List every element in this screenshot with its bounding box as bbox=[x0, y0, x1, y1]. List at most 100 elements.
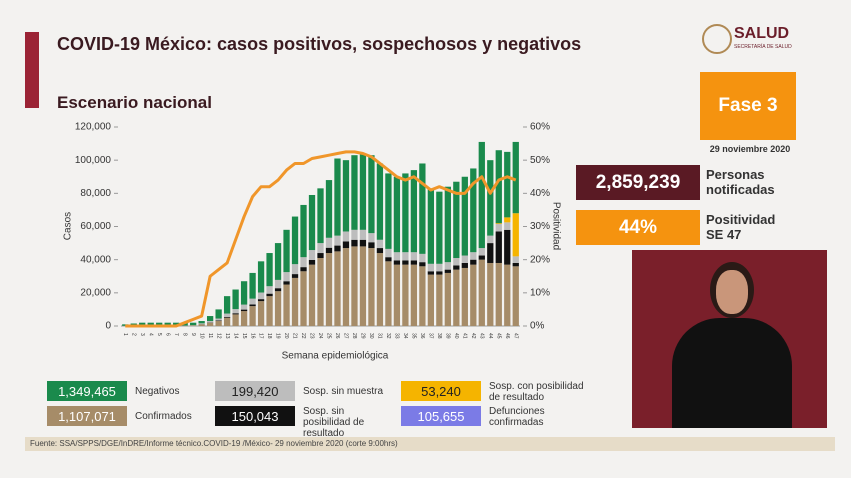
bar-segment bbox=[393, 264, 401, 326]
x-tick-label: 17 bbox=[258, 333, 264, 339]
legend-name: Sosp. sin muestra bbox=[303, 386, 384, 397]
y2-tick-label: 50% bbox=[530, 155, 550, 166]
bar-segment bbox=[223, 317, 231, 326]
bar-segment bbox=[317, 243, 324, 254]
bar-segment bbox=[504, 151, 511, 218]
bar-segment bbox=[325, 253, 333, 326]
x-axis-label: Semana epidemiológica bbox=[282, 351, 389, 362]
bar-segment bbox=[444, 186, 451, 263]
bar-segment bbox=[478, 141, 485, 249]
x-tick-label: 4 bbox=[147, 333, 153, 336]
bar-segment bbox=[436, 191, 443, 264]
bar-segment bbox=[215, 318, 222, 321]
legend-total: 199,420 bbox=[215, 381, 295, 401]
bar-segment bbox=[232, 314, 239, 326]
bar-segment bbox=[317, 253, 324, 259]
bar-segment bbox=[291, 264, 299, 275]
bar-segment bbox=[274, 279, 282, 289]
x-tick-label: 34 bbox=[402, 333, 408, 339]
x-tick-label: 18 bbox=[266, 333, 272, 339]
x-tick-label: 39 bbox=[445, 333, 451, 339]
bar-segment bbox=[368, 233, 375, 243]
bar-segment bbox=[249, 304, 256, 307]
x-tick-label: 3 bbox=[139, 333, 145, 336]
bar-segment bbox=[495, 223, 502, 225]
x-tick-label: 36 bbox=[419, 333, 425, 339]
x-tick-label: 42 bbox=[470, 333, 476, 339]
bar-segment bbox=[257, 261, 265, 293]
bar-segment bbox=[444, 269, 451, 273]
bar-segment bbox=[351, 239, 358, 247]
legend-name: Sosp. sin posibilidad de resultado bbox=[303, 406, 365, 439]
x-tick-label: 28 bbox=[351, 333, 357, 339]
x-tick-label: 2 bbox=[130, 333, 136, 336]
logo-text: SALUD bbox=[734, 25, 790, 42]
indicator-caption: Positividad SE 47 bbox=[706, 212, 776, 242]
bar-segment bbox=[249, 306, 256, 326]
x-tick-label: 20 bbox=[283, 333, 289, 339]
bar-segment bbox=[308, 259, 316, 265]
bar-segment bbox=[317, 188, 324, 244]
bar-segment bbox=[461, 267, 468, 326]
x-tick-label: 46 bbox=[504, 333, 510, 339]
bar-segment bbox=[274, 243, 282, 280]
bar-segment bbox=[376, 163, 384, 240]
x-tick-label: 23 bbox=[309, 333, 315, 339]
bar-segment bbox=[376, 239, 384, 249]
y2-axis-label: Positividad bbox=[550, 202, 561, 250]
bar-segment bbox=[240, 309, 248, 312]
deaths-name: Defunciones confirmadas bbox=[489, 406, 545, 428]
footer-band bbox=[25, 437, 835, 451]
bar-segment bbox=[410, 260, 418, 265]
bar-segment bbox=[359, 239, 367, 247]
bar-segment bbox=[512, 256, 519, 263]
y-tick-label: 0 bbox=[105, 321, 111, 332]
bar-segment bbox=[376, 253, 384, 326]
bar-segment bbox=[215, 321, 222, 326]
x-tick-label: 43 bbox=[478, 333, 484, 339]
bar-segment bbox=[478, 248, 485, 256]
bar-segment bbox=[393, 176, 401, 253]
bar-segment bbox=[232, 309, 239, 314]
bar-segment bbox=[266, 293, 273, 297]
bar-segment bbox=[419, 253, 426, 263]
bar-segment bbox=[504, 217, 511, 223]
bar-segment bbox=[453, 258, 460, 266]
bar-segment bbox=[487, 235, 494, 244]
subtitle: Escenario nacional bbox=[57, 93, 212, 112]
x-tick-label: 35 bbox=[411, 333, 417, 339]
y2-tick-label: 10% bbox=[530, 287, 550, 298]
bar-segment bbox=[223, 313, 231, 317]
bar-segment bbox=[470, 259, 477, 265]
legend-total: 150,043 bbox=[215, 406, 295, 426]
bar-segment bbox=[402, 252, 409, 261]
x-tick-label: 12 bbox=[215, 333, 221, 339]
x-tick-label: 13 bbox=[224, 333, 230, 339]
bar-segment bbox=[317, 258, 324, 326]
title: COVID-19 México: casos positivos, sospec… bbox=[57, 34, 582, 54]
bar-segment bbox=[495, 231, 502, 263]
bar-segment bbox=[164, 322, 171, 326]
bar-segment bbox=[359, 246, 367, 326]
bar-segment bbox=[274, 288, 282, 292]
y2-tick-label: 20% bbox=[530, 254, 550, 265]
bar-segment bbox=[504, 264, 511, 326]
bar-segment bbox=[419, 163, 426, 254]
bar-segment bbox=[206, 316, 214, 322]
logo-subtext: SECRETARÍA DE SALUD bbox=[734, 44, 792, 50]
bar-segment bbox=[308, 264, 316, 326]
bar-segment bbox=[461, 176, 468, 256]
bar-segment bbox=[436, 274, 443, 326]
bar-segment bbox=[300, 257, 307, 268]
bar-segment bbox=[512, 141, 519, 214]
bar-segment bbox=[495, 224, 502, 232]
bar-segment bbox=[291, 277, 299, 326]
bar-segment bbox=[139, 322, 146, 326]
bar-segment bbox=[190, 322, 197, 326]
bar-segment bbox=[173, 322, 180, 326]
bar-segment bbox=[257, 299, 265, 302]
bar-segment bbox=[419, 266, 426, 326]
bar-segment bbox=[232, 313, 239, 315]
bar-segment bbox=[402, 173, 409, 253]
